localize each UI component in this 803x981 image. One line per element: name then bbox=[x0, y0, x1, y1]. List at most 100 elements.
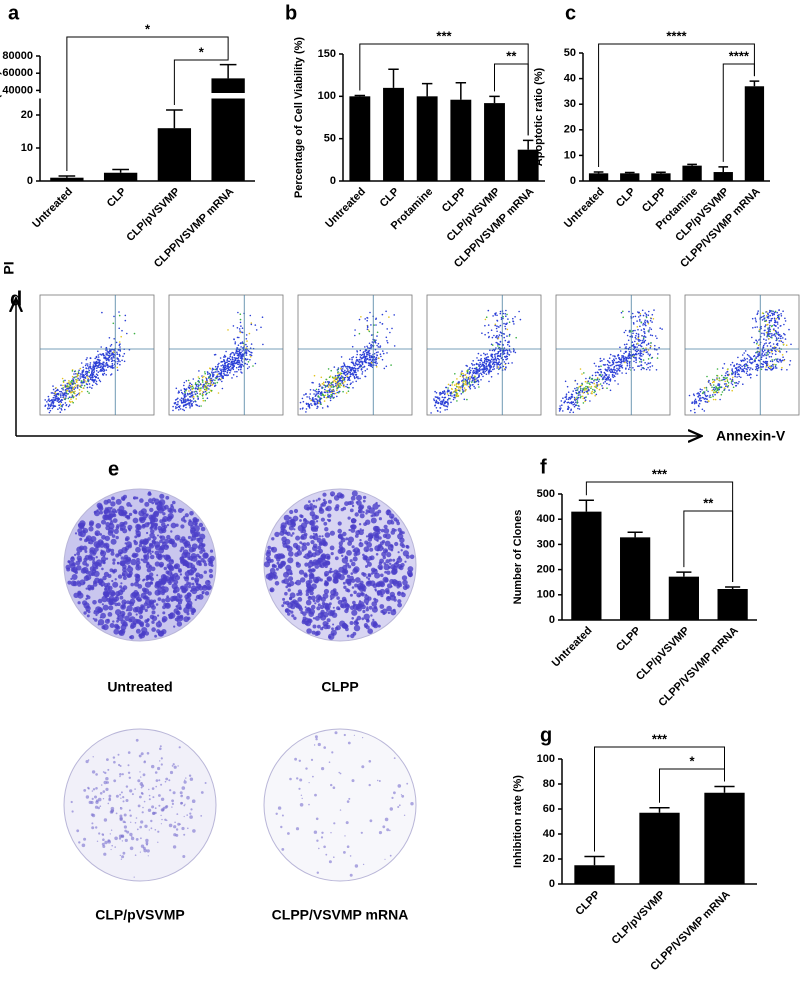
flow-dot bbox=[745, 364, 748, 367]
flow-dot bbox=[653, 309, 655, 311]
colony bbox=[151, 610, 156, 615]
colony bbox=[150, 577, 155, 582]
flow-dot bbox=[97, 350, 99, 353]
flow-dot bbox=[312, 389, 315, 391]
colony bbox=[147, 492, 152, 496]
flow-dot bbox=[480, 354, 482, 357]
flow-dot bbox=[600, 375, 603, 378]
flow-dot bbox=[246, 340, 248, 342]
colony bbox=[87, 610, 91, 614]
colony bbox=[198, 555, 202, 559]
flow-dot bbox=[355, 363, 357, 365]
flow-dot bbox=[714, 388, 717, 390]
colony bbox=[144, 608, 148, 613]
flow-dot bbox=[79, 377, 82, 379]
flow-dot bbox=[346, 373, 348, 376]
flow-dot bbox=[471, 367, 474, 370]
flow-dot bbox=[464, 382, 467, 384]
flow-dot bbox=[61, 404, 63, 407]
colony bbox=[90, 585, 95, 590]
flow-dot bbox=[757, 364, 760, 367]
flow-dot bbox=[480, 379, 482, 381]
flow-dot bbox=[624, 350, 627, 353]
flow-dot bbox=[76, 387, 79, 389]
flow-dot bbox=[345, 371, 348, 373]
flow-dot bbox=[355, 360, 358, 362]
flow-dot bbox=[649, 369, 651, 371]
flow-dot bbox=[239, 364, 241, 367]
flow-dot bbox=[435, 396, 438, 399]
colony bbox=[186, 600, 193, 607]
flow-dot bbox=[434, 404, 437, 407]
colony bbox=[146, 531, 149, 535]
flow-dot bbox=[487, 356, 490, 358]
colony bbox=[304, 606, 307, 609]
flow-dot bbox=[103, 361, 105, 364]
colony bbox=[177, 508, 183, 513]
flow-dot bbox=[496, 367, 498, 369]
flow-dot bbox=[778, 309, 780, 311]
flow-dot bbox=[618, 357, 621, 359]
colony bbox=[83, 611, 87, 615]
flow-dot bbox=[494, 324, 497, 327]
flow-dot bbox=[495, 353, 497, 355]
flow-dot bbox=[239, 331, 242, 334]
flow-dot bbox=[116, 366, 119, 369]
flow-dot bbox=[631, 341, 634, 344]
flow-dot bbox=[112, 351, 115, 353]
flow-dot bbox=[638, 311, 640, 314]
colony bbox=[138, 543, 143, 548]
flow-dot bbox=[572, 401, 575, 403]
flow-dot bbox=[734, 373, 737, 375]
flow-dot bbox=[649, 347, 652, 349]
flow-dot bbox=[576, 398, 579, 400]
flow-dot bbox=[766, 345, 769, 347]
flow-dot bbox=[52, 385, 54, 387]
flow-dot bbox=[305, 393, 307, 396]
colony bbox=[156, 574, 159, 577]
flow-dot bbox=[609, 380, 612, 382]
colony bbox=[112, 513, 117, 518]
flow-dot bbox=[477, 352, 480, 355]
flow-dot bbox=[703, 410, 706, 412]
flow-dot bbox=[102, 373, 104, 376]
flow-dot bbox=[661, 328, 663, 330]
flow-dot bbox=[374, 342, 377, 344]
flow-dot bbox=[86, 365, 89, 367]
flow-dot bbox=[336, 391, 339, 394]
flow-dot bbox=[220, 371, 223, 374]
colony bbox=[159, 493, 165, 499]
flow-dot bbox=[614, 380, 616, 382]
flow-dot bbox=[749, 376, 752, 379]
flow-dot bbox=[447, 402, 449, 405]
flow-dot bbox=[768, 349, 770, 352]
flow-dot bbox=[471, 384, 474, 386]
flow-dot bbox=[782, 343, 785, 346]
flow-dot bbox=[68, 390, 71, 392]
flow-dot bbox=[751, 368, 754, 371]
flow-dot bbox=[347, 379, 349, 381]
flow-dot bbox=[730, 382, 733, 384]
flow-dot bbox=[469, 387, 472, 390]
flow-frame bbox=[555, 294, 671, 416]
flow-dot bbox=[204, 399, 206, 402]
flow-dot bbox=[495, 347, 497, 349]
flow-dot bbox=[180, 402, 183, 404]
flow-dot bbox=[229, 369, 232, 372]
flow-dot bbox=[504, 362, 507, 365]
flow-dot bbox=[766, 360, 769, 363]
flow-dot bbox=[448, 390, 450, 393]
flow-dot bbox=[224, 355, 227, 358]
flow-dot bbox=[773, 313, 775, 316]
flow-dot bbox=[216, 369, 218, 371]
colony bbox=[153, 541, 161, 548]
flow-dot bbox=[211, 367, 214, 370]
flow-dot bbox=[234, 342, 236, 345]
flow-dot bbox=[649, 327, 651, 329]
flow-dot bbox=[206, 371, 209, 373]
flow-dot bbox=[448, 397, 450, 400]
flow-dot bbox=[462, 381, 464, 383]
flow-dot bbox=[236, 361, 238, 363]
flow-dot bbox=[606, 382, 608, 385]
flow-dot bbox=[736, 363, 738, 366]
